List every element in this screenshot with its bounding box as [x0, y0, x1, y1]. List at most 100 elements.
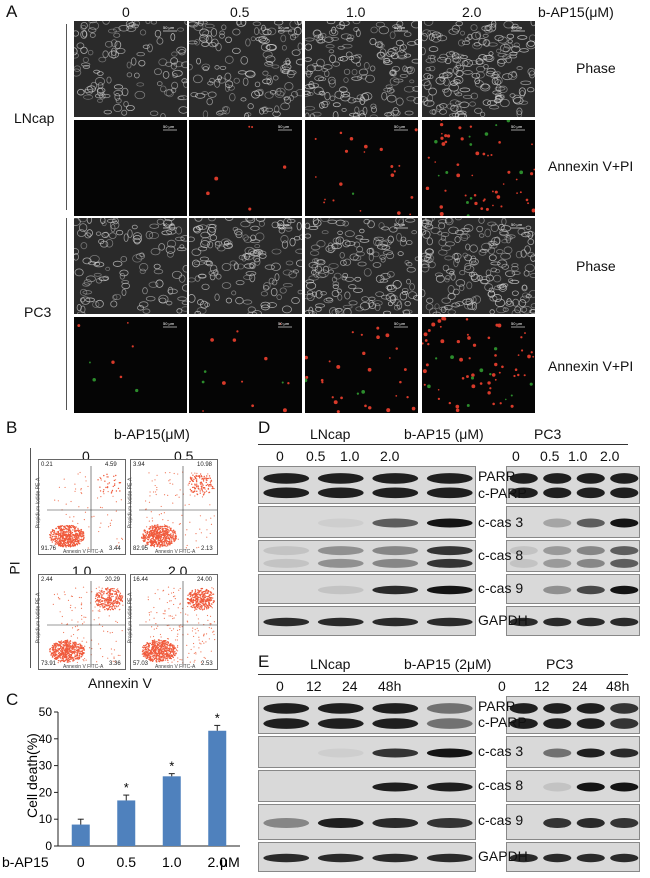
blot-strip: [506, 804, 640, 840]
lane-label-left: 12: [306, 678, 322, 694]
x-tick-label: 2.0: [208, 854, 228, 870]
phase-contrast-image: 50 μm: [74, 21, 187, 117]
phase-contrast-image: 50 μm: [74, 218, 187, 314]
y-tick-label: 20: [39, 785, 53, 799]
protein-label: c-PARP: [478, 714, 527, 730]
x-axis-label: b-AP15: [2, 854, 49, 870]
quadrant-value-ul: 0.21: [41, 462, 53, 468]
flow-x-axis-label: Annexin V FITC-A: [63, 549, 104, 555]
protein-label: PARP: [478, 698, 516, 714]
quadrant-value-lr: 3.44: [109, 546, 121, 552]
quadrant-value-ur: 24.00: [197, 577, 213, 583]
fluorescence-image: 50 μm: [422, 317, 535, 413]
fluorescence-image: 50 μm: [189, 120, 302, 216]
blot-strip: [258, 540, 476, 572]
scale-bar-label: 50 μm: [278, 222, 290, 227]
quadrant-value-lr: 2.53: [201, 661, 213, 667]
panel-b-label: B: [6, 418, 18, 437]
quadrant-value-ll: 91.76: [41, 546, 57, 552]
panel-e-left-line: LNcap: [310, 656, 351, 672]
blot-strip: [258, 606, 476, 636]
lane-label-left: 1.0: [340, 448, 360, 464]
x-axis-unit: μM: [220, 854, 240, 870]
cell-line-pc3: PC3: [24, 304, 52, 320]
blot-strip: [258, 804, 476, 840]
treatment-label-b: b-AP15(μM): [114, 426, 190, 442]
blot-strip: [506, 466, 640, 504]
panel-b-bracket: [30, 448, 31, 668]
y-tick-label: 40: [39, 732, 53, 746]
flow-x-axis-label: Annexin V FITC-A: [155, 664, 196, 670]
scale-bar-label: 50 μm: [163, 124, 175, 129]
bar-0.5: [117, 800, 136, 846]
blot-strip: [506, 842, 640, 872]
axis-label-annexin: Annexin V: [88, 675, 152, 691]
y-tick-label: 0: [45, 839, 52, 853]
conc-label-1.0: 1.0: [346, 4, 366, 20]
blot-strip: [258, 574, 476, 604]
axis-label-pi: PI: [6, 561, 23, 575]
fluorescence-image: 50 μm: [189, 317, 302, 413]
lane-label-right: 0: [498, 678, 506, 694]
blot-strip: [258, 770, 476, 802]
flow-y-axis-label: Propidium Iodide PE-A: [127, 592, 134, 644]
fluorescence-image: 50 μm: [74, 120, 187, 216]
scale-bar-label: 50 μm: [394, 222, 406, 227]
treatment-label-a: b-AP15(μM): [538, 4, 614, 20]
significance-star: *: [124, 780, 129, 795]
panel-c-label: C: [6, 690, 19, 709]
lane-label-right: 0.5: [540, 448, 560, 464]
flow-x-axis-label: Annexin V FITC-A: [63, 664, 104, 670]
scale-bar-label: 50 μm: [394, 25, 406, 30]
lane-label-right: 2.0: [600, 448, 620, 464]
protein-label: c-cas 3: [478, 743, 524, 759]
blot-strip: [506, 506, 640, 538]
blot-strip: [506, 770, 640, 802]
conc-label-2.0: 2.0: [462, 4, 482, 20]
phase-contrast-image: 50 μm: [422, 21, 535, 117]
scale-bar-label: 50 μm: [394, 124, 406, 129]
panel-e-label: E: [258, 652, 270, 671]
scale-bar-label: 50 μm: [511, 321, 523, 326]
blot-strip: [258, 466, 476, 504]
blot-strip: [258, 506, 476, 538]
protein-label: c-cas 8: [478, 777, 524, 793]
flow-x-axis-label: Annexin V FITC-A: [155, 549, 196, 555]
blot-strip: [506, 696, 640, 734]
scale-bar-label: 50 μm: [163, 25, 175, 30]
lane-label-left: 0: [276, 678, 284, 694]
pc3-bracket: [66, 218, 67, 410]
panel-d-right-line: PC3: [534, 426, 562, 442]
quadrant-value-ur: 4.59: [105, 462, 117, 468]
quadrant-value-ur: 20.29: [105, 577, 121, 583]
panel-e-treatment: b-AP15 (2μM): [404, 656, 492, 672]
scale-bar-label: 50 μm: [278, 321, 290, 326]
significance-star: *: [215, 710, 220, 725]
scale-bar-label: 50 μm: [511, 25, 523, 30]
panel-e-underline: [258, 674, 628, 675]
x-tick-label: 1.0: [162, 854, 182, 870]
row-label-phase-2: Phase: [576, 258, 616, 274]
protein-label: GAPDH: [478, 848, 528, 864]
blot-strip: [506, 736, 640, 768]
panel-d-treatment: b-AP15 (μM): [404, 426, 484, 442]
protein-label: GAPDH: [478, 612, 528, 628]
scale-bar-label: 50 μm: [394, 321, 406, 326]
panel-e-right-line: PC3: [546, 656, 574, 672]
protein-label: c-cas 9: [478, 812, 524, 828]
quadrant-value-ll: 82.95: [133, 546, 149, 552]
fluorescence-image: 50 μm: [305, 120, 418, 216]
scale-bar-label: 50 μm: [163, 222, 175, 227]
lane-label-right: 48h: [606, 678, 630, 694]
blot-strip: [258, 736, 476, 768]
phase-contrast-image: 50 μm: [305, 21, 418, 117]
significance-star: *: [169, 759, 174, 774]
protein-label: c-cas 3: [478, 514, 524, 530]
protein-label: c-cas 9: [478, 580, 524, 596]
y-tick-label: 50: [39, 705, 53, 719]
x-tick-label: 0: [77, 854, 85, 870]
flow-y-axis-label: Propidium Iodide PE-A: [127, 477, 134, 529]
lane-label-left: 24: [342, 678, 358, 694]
scale-bar-label: 50 μm: [511, 222, 523, 227]
lane-label-left: 48h: [378, 678, 402, 694]
